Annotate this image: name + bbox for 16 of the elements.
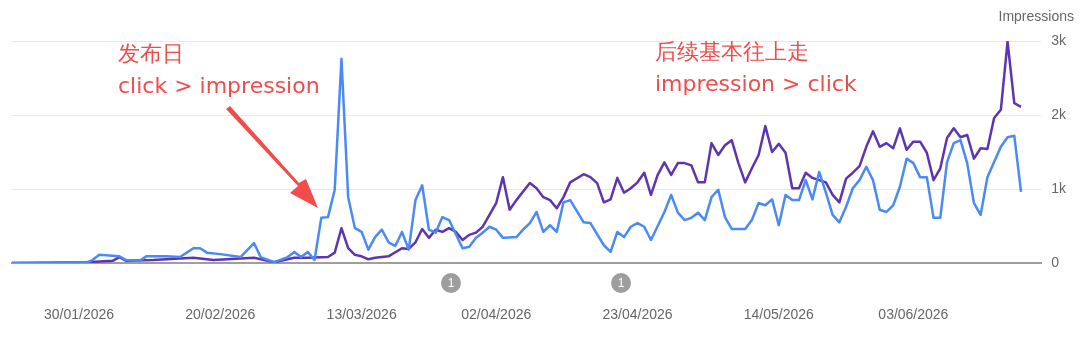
x-tick-label: 13/03/2026 (326, 306, 397, 323)
annotation: 发布日 click > impression (118, 40, 320, 100)
y-tick-label: 0 (1051, 253, 1060, 270)
x-tick-label: 23/04/2026 (602, 306, 673, 323)
y-tick-label: 3k (1051, 31, 1067, 48)
annotation: 后续基本往上走 impression > click (655, 38, 857, 98)
x-tick-label: 03/06/2026 (878, 306, 949, 323)
x-tick-label: 02/04/2026 (461, 306, 532, 323)
number-badge: 1 (441, 273, 461, 293)
number-badge: 1 (611, 273, 631, 293)
y-tick-label: 1k (1051, 179, 1067, 196)
x-tick-label: 30/01/2026 (44, 306, 115, 323)
x-tick-label: 14/05/2026 (743, 306, 815, 323)
x-tick-label: 20/02/2026 (185, 306, 256, 323)
y-axis-title: Impressions (998, 8, 1074, 24)
y-tick-label: 2k (1051, 105, 1067, 122)
